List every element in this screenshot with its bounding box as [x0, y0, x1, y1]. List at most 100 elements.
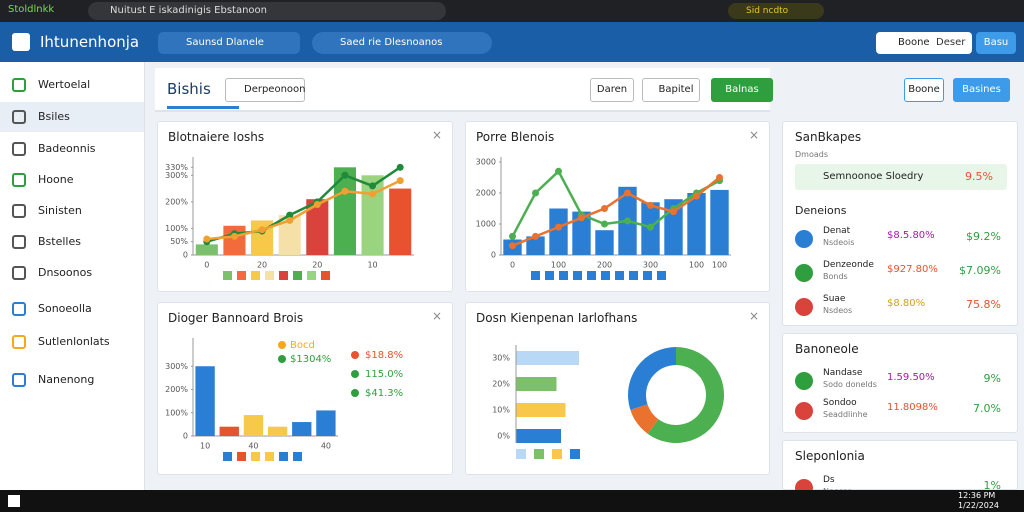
bar	[516, 429, 561, 443]
row-icon	[795, 372, 813, 390]
card: Banoneole Nandase Sodo donelds 1.59.50% 9% So…	[782, 333, 1018, 433]
row-value: 75.8%	[966, 298, 1001, 311]
bar	[549, 208, 568, 255]
x-tick-label: 100	[551, 261, 566, 270]
highlight: Semnoonoe Sloedry 9.5%	[795, 164, 1007, 190]
y-tick-label: 2000	[476, 189, 496, 198]
line	[512, 176, 721, 247]
button[interactable]: Balnas	[711, 78, 773, 102]
search[interactable]: Saed rie Dlesnoanos	[312, 32, 492, 54]
nav-label: Sonoeolla	[38, 302, 92, 315]
logo	[12, 33, 30, 51]
y-tick-label: 330%	[165, 163, 188, 172]
line-point	[670, 208, 677, 216]
nav-label: Bsiles	[38, 110, 70, 123]
nav-icon	[12, 142, 26, 156]
nav-item[interactable]: Hoone	[0, 165, 144, 195]
nav-item[interactable]: Sonoeolla	[0, 294, 144, 324]
legend-chip	[545, 271, 554, 280]
button[interactable]: Boone	[904, 78, 944, 102]
x-tick-label: 20	[312, 261, 322, 270]
nav-item[interactable]: Sinisten	[0, 196, 144, 226]
search[interactable]: Derpeonoon	[225, 78, 306, 102]
button[interactable]: Daren	[590, 78, 634, 102]
url-bar[interactable]: Nuitust E iskadinigis Ebstanoon	[88, 2, 446, 20]
bar	[595, 230, 614, 255]
row-value: 9%	[983, 372, 1001, 385]
nav-item[interactable]: Badeonnis	[0, 134, 144, 164]
note-text: Bocd	[290, 340, 315, 351]
nav-item[interactable]: Nanenong	[0, 365, 144, 395]
y-tick-label: 300%	[165, 362, 188, 371]
legend-chip	[534, 449, 544, 459]
line-point	[313, 201, 321, 209]
line-point	[341, 187, 349, 195]
section-title: Deneions	[795, 204, 847, 217]
bar	[687, 193, 706, 255]
legend-chip	[321, 271, 330, 280]
bar	[516, 377, 557, 391]
y-tick-label: 0%	[497, 432, 510, 441]
legend-chip	[531, 271, 540, 280]
action-button[interactable]: Basu	[976, 32, 1016, 54]
badge[interactable]: Sid ncdto	[728, 3, 824, 19]
nav-icon	[12, 335, 26, 349]
bar	[195, 244, 218, 255]
bar	[526, 236, 545, 255]
button[interactable]: Bapitel	[642, 78, 700, 102]
bar	[223, 225, 246, 255]
page-title: Bishis	[167, 80, 239, 109]
dropdown[interactable]: Saunsd Dlanele	[158, 32, 300, 54]
line-point	[369, 182, 377, 190]
legend-chip	[559, 271, 568, 280]
line	[206, 166, 401, 243]
row-value: $9.2%	[966, 230, 1001, 243]
nav-label: Hoone	[38, 173, 74, 186]
legend-chip	[552, 449, 562, 459]
x-tick-label: 40	[248, 442, 258, 451]
button[interactable]: Basines	[953, 78, 1010, 102]
nav-item[interactable]: Bstelles	[0, 227, 144, 257]
taskbar: 12:36 PM 1/22/2024	[0, 490, 1024, 512]
line-point	[624, 189, 631, 197]
row-value: $8.5.80%	[887, 230, 935, 241]
legend-chip	[265, 452, 274, 461]
nav-item[interactable]: Dnsoonos	[0, 258, 144, 288]
line-point	[647, 223, 654, 231]
search-button[interactable]: Deser	[936, 37, 966, 48]
legend-chip	[223, 452, 232, 461]
panel: Dosn Kienpenan Iarlofhans × 30% 20% 10% 0%	[465, 302, 770, 475]
line-point	[258, 226, 266, 234]
bar	[333, 167, 356, 255]
legend-chip	[573, 271, 582, 280]
nav-item[interactable]: Sutlenlonlats	[0, 327, 144, 357]
nav-label: Wertoelal	[38, 78, 91, 91]
nav-item[interactable]: Wertoelal	[0, 70, 144, 100]
x-tick-label: 0	[204, 261, 209, 270]
close-button[interactable]: ×	[431, 309, 442, 323]
search-box[interactable]: Boone	[876, 32, 972, 54]
legend-chip	[265, 271, 274, 280]
y-tick-label: 0	[183, 251, 188, 260]
legend-chip	[643, 271, 652, 280]
line-point	[601, 205, 608, 212]
legend-chip	[601, 271, 610, 280]
line	[206, 179, 401, 241]
row-label: Sondoo	[823, 398, 857, 408]
close-button[interactable]: ×	[748, 128, 759, 142]
legend-chip	[223, 271, 232, 280]
legend-chip	[615, 271, 624, 280]
legend-chip	[307, 271, 316, 280]
start-button[interactable]	[8, 495, 20, 507]
tab[interactable]: Stoldlnkk	[8, 4, 55, 15]
close-button[interactable]: ×	[431, 128, 442, 142]
line-point	[341, 171, 349, 179]
line-point	[716, 174, 723, 181]
nav-item[interactable]: Bsiles	[0, 102, 144, 132]
row-icon	[795, 298, 813, 316]
card: SanBkapes Dmoads Semnoonoe Sloedry 9.5% Dene…	[782, 121, 1018, 326]
legend-chip	[251, 271, 260, 280]
close-button[interactable]: ×	[748, 309, 759, 323]
legend-chip	[629, 271, 638, 280]
bar	[219, 426, 239, 436]
